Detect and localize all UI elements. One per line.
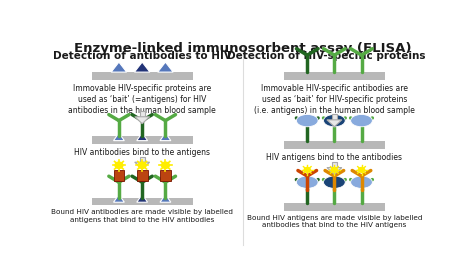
Text: HIV antigens bind to the antibodies: HIV antigens bind to the antibodies [266, 153, 402, 162]
Polygon shape [111, 62, 127, 72]
Polygon shape [113, 195, 124, 202]
Bar [140, 111, 145, 117]
Polygon shape [327, 120, 342, 127]
Polygon shape [137, 195, 147, 202]
Bar [332, 115, 337, 120]
Polygon shape [137, 133, 147, 141]
Text: Detection of HIV-specific proteins: Detection of HIV-specific proteins [228, 50, 426, 60]
Text: Immovable HIV-specific antibodies are
used as ‘bait’ for HIV-specific proteins
(: Immovable HIV-specific antibodies are us… [254, 84, 415, 115]
Ellipse shape [137, 161, 147, 169]
Ellipse shape [351, 176, 373, 188]
FancyBboxPatch shape [137, 170, 147, 181]
Bar [92, 72, 192, 80]
Ellipse shape [324, 115, 345, 127]
Polygon shape [135, 117, 150, 124]
Ellipse shape [357, 167, 365, 173]
Bar [284, 203, 385, 211]
FancyBboxPatch shape [113, 170, 124, 181]
Polygon shape [135, 162, 150, 169]
Polygon shape [327, 167, 342, 174]
Polygon shape [158, 62, 173, 72]
Polygon shape [160, 195, 171, 202]
Text: Immovable HIV-specific proteins are
used as ‘bait’ (=antigens) for HIV
antibodie: Immovable HIV-specific proteins are used… [68, 84, 216, 115]
Ellipse shape [303, 167, 311, 173]
Ellipse shape [330, 167, 338, 173]
Polygon shape [135, 62, 150, 72]
Text: Bound HIV antigens are made visible by labelled
antibodies that bind to the HIV : Bound HIV antigens are made visible by l… [246, 214, 422, 228]
Ellipse shape [324, 176, 345, 188]
Ellipse shape [351, 115, 373, 127]
Bar [332, 162, 337, 167]
Ellipse shape [296, 176, 318, 188]
Bar [92, 136, 192, 144]
Ellipse shape [114, 161, 124, 169]
Polygon shape [113, 133, 124, 141]
Ellipse shape [161, 161, 170, 169]
Bar [284, 141, 385, 149]
Bar [284, 72, 385, 80]
Text: HIV antibodies bind to the antigens: HIV antibodies bind to the antigens [74, 148, 210, 157]
Text: Detection of antibodies to HIV: Detection of antibodies to HIV [53, 50, 232, 60]
FancyBboxPatch shape [160, 170, 171, 181]
Polygon shape [160, 133, 171, 141]
Bar [92, 198, 192, 205]
Text: Enzyme-linked immunosorbent assay (ELISA): Enzyme-linked immunosorbent assay (ELISA… [74, 42, 412, 55]
Ellipse shape [296, 115, 318, 127]
Text: Bound HIV antibodies are made visible by labelled
antigens that bind to the HIV : Bound HIV antibodies are made visible by… [51, 209, 233, 223]
Bar [140, 157, 145, 162]
